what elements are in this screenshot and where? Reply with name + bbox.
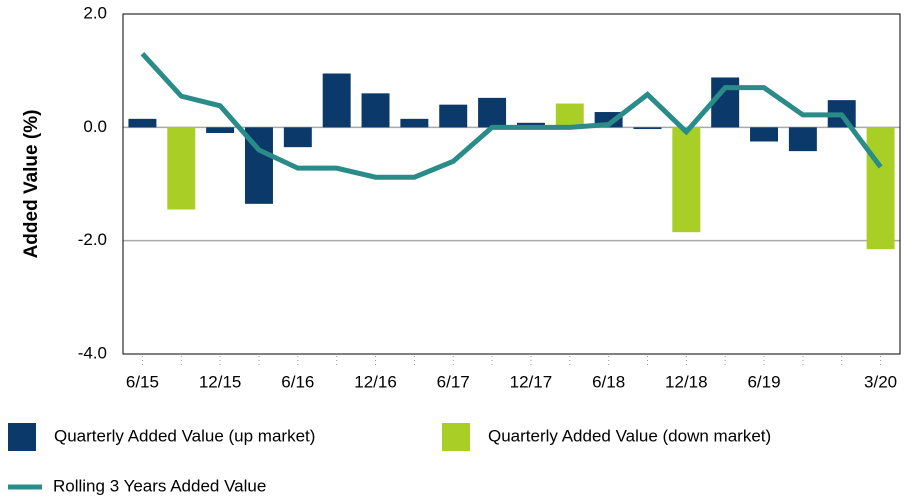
y-tick-label: 0.0 — [83, 117, 107, 136]
bar — [478, 97, 507, 128]
x-tick-label: 12/15 — [199, 372, 242, 391]
y-tick-label: 2.0 — [83, 3, 107, 22]
bar — [322, 73, 351, 128]
bar — [361, 93, 390, 128]
x-tick-label: 6/15 — [126, 372, 159, 391]
y-axis-label: Added Value (%) — [21, 110, 42, 259]
bar — [439, 104, 468, 128]
y-tick-label: -2.0 — [78, 230, 107, 249]
legend-label: Quarterly Added Value (up market) — [54, 426, 315, 445]
x-tick-label: 12/18 — [665, 372, 708, 391]
bar — [128, 118, 157, 128]
bar — [866, 127, 895, 250]
bar — [400, 118, 429, 128]
bar — [633, 127, 662, 130]
legend-label: Rolling 3 Years Added Value — [53, 476, 266, 495]
bar — [555, 103, 584, 128]
bar — [206, 127, 235, 133]
line — [140, 51, 883, 180]
legend-swatch — [8, 423, 36, 451]
legend-label: Quarterly Added Value (down market) — [488, 426, 771, 445]
bar — [788, 127, 817, 152]
x-tick-label: 6/19 — [747, 372, 780, 391]
legend-swatch — [442, 423, 470, 451]
x-tick-label: 12/17 — [510, 372, 553, 391]
x-tick-label: 3/20 — [864, 372, 897, 391]
x-tick-label: 6/17 — [437, 372, 470, 391]
x-tick-label: 6/16 — [281, 372, 314, 391]
plot-frame — [122, 13, 901, 355]
bar — [672, 127, 701, 233]
y-tick-label: -4.0 — [78, 343, 107, 362]
bar — [750, 127, 779, 142]
bar — [167, 127, 196, 210]
x-tick-label: 6/18 — [592, 372, 625, 391]
x-tick-label: 12/16 — [354, 372, 397, 391]
bar — [283, 127, 312, 148]
